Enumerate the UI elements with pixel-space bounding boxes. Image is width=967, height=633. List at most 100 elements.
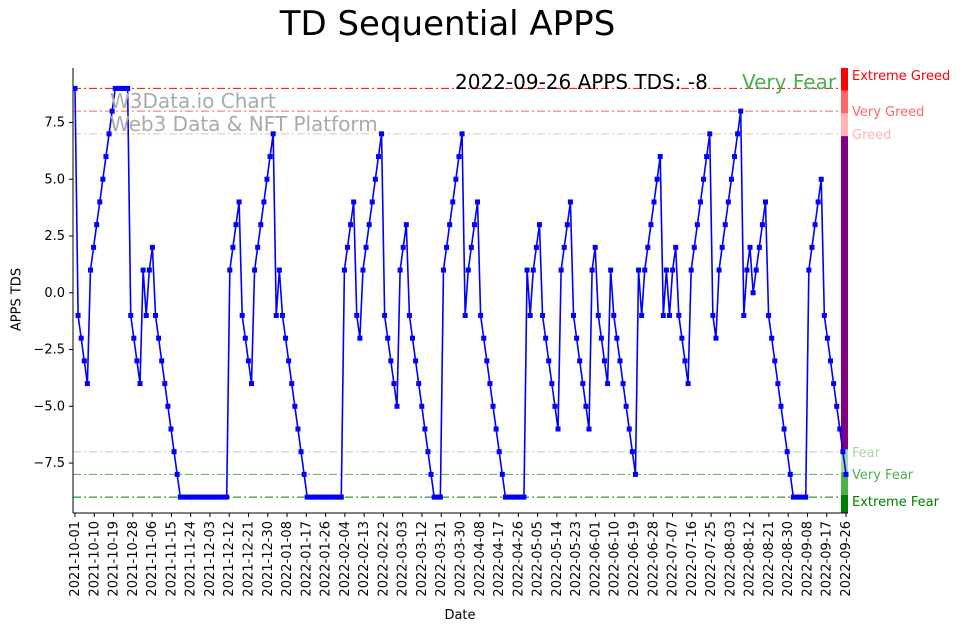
x-tick-label: 2022-02-13 [357,521,372,597]
x-tick-label: 2022-01-08 [280,521,295,597]
data-point [428,471,434,477]
data-point [156,335,162,341]
data-point [97,199,103,205]
data-point [543,335,549,341]
data-point [518,494,524,500]
data-point [536,222,542,228]
data-point [475,199,481,205]
data-point [558,267,564,273]
data-point [769,335,775,341]
y-tick-label: −2.5 [33,343,65,358]
data-point [252,267,258,273]
data-point [561,244,567,250]
data-point [329,494,335,500]
data-point [552,403,558,409]
data-point [131,335,137,341]
data-point [267,154,273,160]
y-tick-label: 7.5 [44,115,65,130]
zone-label-fear: Fear [852,445,881,461]
data-point [221,494,227,500]
data-point [815,199,821,205]
band-segment-3 [841,136,848,450]
data-point [75,312,81,318]
data-point [571,312,577,318]
data-point [632,471,638,477]
band-segment-0 [841,68,848,91]
data-point [363,244,369,250]
data-point [784,449,790,455]
x-tick-label: 2021-10-10 [87,521,102,597]
x-tick-label: 2022-02-22 [376,521,391,597]
data-point [375,154,381,160]
x-tick-label: 2022-06-01 [588,521,603,597]
y-axis-label: APPS TDS [9,267,25,332]
axes: −7.5 −5.0 −2.5 0.0 2.5 5.0 7.5 2021-10-01 2021-1… [33,68,854,597]
x-tick-label: 2022-06-10 [608,521,623,597]
x-tick-label: 2022-03-03 [396,521,411,597]
data-point [750,290,756,296]
data-point [292,403,298,409]
x-tick-label: 2022-03-21 [434,521,449,597]
data-point [91,244,97,250]
annotation-date-value: 2022-09-26 APPS TDS: -8 [455,70,708,94]
data-point [679,335,685,341]
x-tick-label: 2022-03-30 [454,521,469,597]
x-tick-label: 2021-12-30 [261,521,276,597]
zone-label-extreme-fear: Extreme Fear [852,495,939,511]
y-tick-label: 2.5 [44,229,65,244]
data-point [143,312,149,318]
data-point [112,85,118,91]
x-tick-label: 2022-08-03 [723,521,738,597]
data-point [190,494,196,500]
data-point [125,85,131,91]
x-tick-label: 2021-11-06 [145,521,160,597]
data-point [286,358,292,364]
data-point [614,335,620,341]
data-point [106,131,112,137]
data-point [793,494,799,500]
chart-title: TD Sequential APPS [279,4,616,44]
data-point [205,494,211,500]
data-point [639,312,645,318]
data-point [512,494,518,500]
data-point [344,244,350,250]
data-point [403,222,409,228]
data-point [335,494,341,500]
data-point [719,244,725,250]
data-point [595,312,601,318]
data-point [115,85,121,91]
x-tick-label: 2022-09-26 [839,521,854,597]
data-point [258,222,264,228]
data-point [741,312,747,318]
zone-label-very-fear: Very Fear [852,468,914,484]
band-segment-6 [841,494,848,513]
band-segment-5 [841,472,848,495]
data-point [183,494,189,500]
data-point [317,494,323,500]
data-point [394,403,400,409]
data-point [481,335,487,341]
data-point [697,199,703,205]
data-point [261,199,267,205]
x-tick-label: 2022-09-17 [820,521,835,597]
data-point [809,244,815,250]
data-point [314,494,320,500]
x-tick-label: 2022-07-25 [704,521,719,597]
data-point [459,131,465,137]
data-point [391,381,397,387]
data-point [586,426,592,432]
x-tick-label: 2022-02-04 [338,521,353,597]
data-point [233,222,239,228]
data-point [707,131,713,137]
data-point [648,222,654,228]
data-point [270,131,276,137]
annotation-sentiment: Very Fear [742,70,837,94]
data-point [462,312,468,318]
data-point [759,222,765,228]
data-point [775,381,781,387]
data-point [611,312,617,318]
data-point [738,108,744,114]
data-point [118,85,124,91]
x-tick-label: 2022-05-14 [550,521,565,597]
